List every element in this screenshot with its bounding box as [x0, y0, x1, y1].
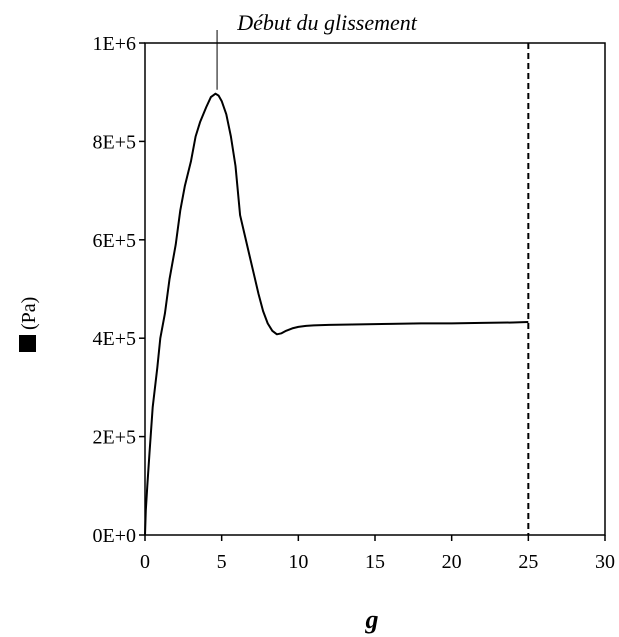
- x-ticks: [144, 535, 606, 541]
- x-tick-label: 20: [442, 551, 462, 573]
- y-tick-label: 0E+0: [93, 525, 137, 547]
- y-tick-label: 4E+5: [93, 328, 137, 350]
- y-tick-label: 8E+5: [93, 131, 137, 153]
- y-axis-title: (Pa): [18, 297, 40, 352]
- x-tick-label: 10: [288, 551, 308, 573]
- x-tick-label: 15: [365, 551, 385, 573]
- series-line: [144, 92, 529, 536]
- x-tick-label: 0: [140, 551, 150, 573]
- y-tick-label: 2E+5: [93, 427, 137, 449]
- plot-area: [144, 42, 606, 536]
- y-tick-label: 1E+6: [93, 33, 137, 55]
- x-tick-label: 5: [217, 551, 227, 573]
- y-ticks: [139, 42, 145, 536]
- x-axis-title: g: [365, 605, 379, 634]
- y-axis-unit: (Pa): [18, 297, 40, 330]
- y-tick-labels: 0E+0 2E+5 4E+5 6E+5 8E+5 1E+6: [93, 33, 137, 547]
- x-tick-labels: 0 5 10 15 20 25 30: [140, 551, 615, 573]
- y-axis-symbol-glyph: [19, 335, 36, 352]
- y-tick-label: 6E+5: [93, 230, 137, 252]
- annotation-text: Début du glissement: [236, 10, 418, 35]
- x-tick-label: 30: [595, 551, 615, 573]
- x-tick-label: 25: [518, 551, 538, 573]
